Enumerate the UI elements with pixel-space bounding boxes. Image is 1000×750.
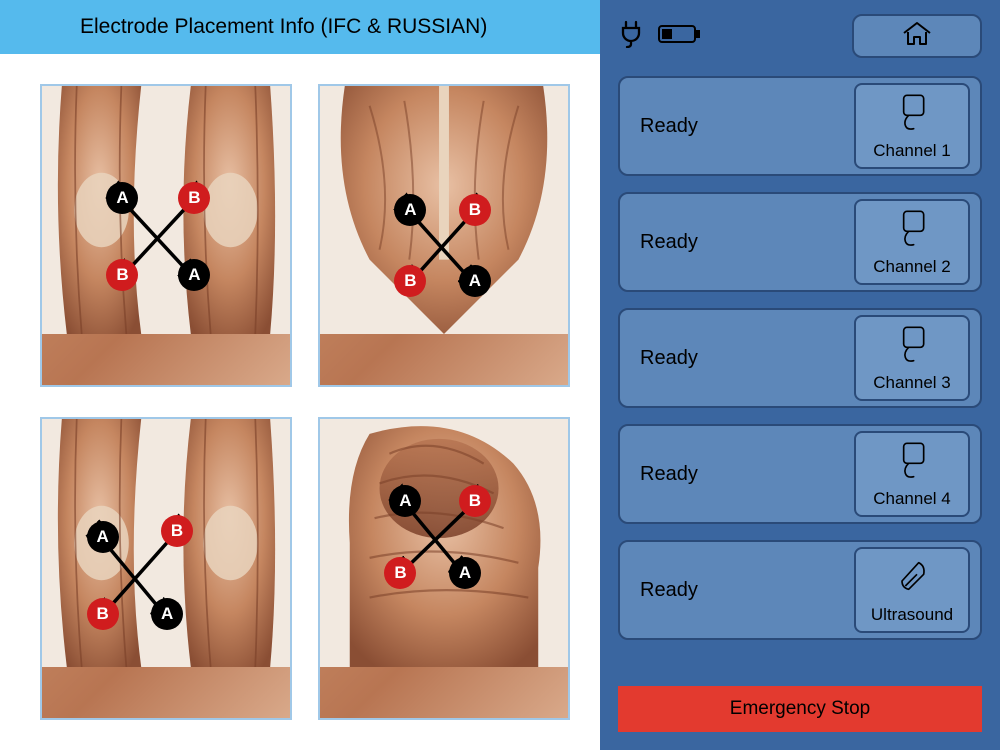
power-plug-icon [618, 20, 644, 53]
channel-status: Ready [640, 231, 698, 254]
channel-row-1[interactable]: Ready Channel 1 [618, 76, 982, 176]
channel-list: Ready Channel 1 Ready Channel 2 Ready Ch… [600, 64, 1000, 672]
channel-button-1[interactable]: Channel 1 [854, 83, 970, 169]
diagram-shoulder: A B B A [318, 417, 570, 720]
channel-row-2[interactable]: Ready Channel 2 [618, 192, 982, 292]
home-icon [900, 20, 934, 53]
electrode-a: A [389, 485, 421, 517]
electrode-b: B [161, 515, 193, 547]
electrode-b: B [384, 557, 416, 589]
channel-status: Ready [640, 115, 698, 138]
electrode-pad-icon [892, 92, 932, 137]
home-button[interactable] [852, 14, 982, 58]
diagram-knee-front: ABBA [40, 84, 292, 387]
channel-row-3[interactable]: Ready Channel 3 [618, 308, 982, 408]
electrode-pad-icon [892, 440, 932, 485]
battery-icon [658, 23, 702, 50]
status-icons [618, 20, 702, 53]
channel-label: Channel 1 [873, 141, 951, 161]
electrode-a: A [106, 182, 138, 214]
channel-label: Channel 3 [873, 373, 951, 393]
top-status-row [600, 0, 1000, 64]
channel-button-5[interactable]: Ultrasound [854, 547, 970, 633]
electrode-a: A [449, 557, 481, 589]
emergency-label: Emergency Stop [730, 698, 870, 720]
channel-status: Ready [640, 347, 698, 370]
channel-label: Channel 2 [873, 257, 951, 277]
ultrasound-icon [892, 556, 932, 601]
emergency-stop-button[interactable]: Emergency Stop [618, 686, 982, 732]
diagram-area: A B B A A B B A [0, 54, 600, 750]
channel-button-3[interactable]: Channel 3 [854, 315, 970, 401]
electrode-b: B [87, 598, 119, 630]
channel-button-4[interactable]: Channel 4 [854, 431, 970, 517]
channel-row-5[interactable]: Ready Ultrasound [618, 540, 982, 640]
left-panel: Electrode Placement Info (IFC & RUSSIAN)… [0, 0, 600, 750]
channel-row-4[interactable]: Ready Channel 4 [618, 424, 982, 524]
channel-label: Channel 4 [873, 489, 951, 509]
channel-button-2[interactable]: Channel 2 [854, 199, 970, 285]
electrode-a: A [394, 194, 426, 226]
channel-status: Ready [640, 579, 698, 602]
right-panel: Ready Channel 1 Ready Channel 2 Ready Ch… [600, 0, 1000, 750]
electrode-pad-icon [892, 208, 932, 253]
electrode-a: A [87, 521, 119, 553]
channel-label: Ultrasound [871, 605, 953, 625]
page-title: Electrode Placement Info (IFC & RUSSIAN) [80, 15, 487, 39]
electrode-pad-icon [892, 324, 932, 369]
channel-status: Ready [640, 463, 698, 486]
diagram-knee-back: ABBA [40, 417, 292, 720]
electrode-b: B [178, 182, 210, 214]
electrode-b: B [459, 485, 491, 517]
diagram-lower-back: ABBA [318, 84, 570, 387]
header-bar: Electrode Placement Info (IFC & RUSSIAN) [0, 0, 600, 54]
electrode-b: B [459, 194, 491, 226]
